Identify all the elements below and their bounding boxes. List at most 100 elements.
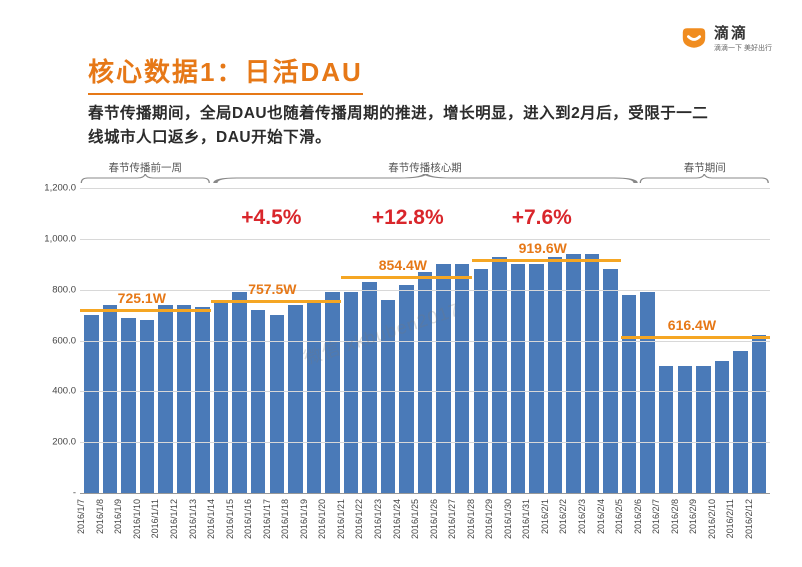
x-tick-label: 2016/2/2	[558, 499, 568, 534]
avg-line	[80, 309, 211, 312]
bar	[270, 315, 284, 493]
y-tick-label: -	[38, 488, 76, 499]
brand-tagline: 滴滴一下 美好出行	[714, 43, 772, 53]
y-tick-label: 600.0	[38, 335, 76, 346]
bar	[214, 302, 228, 493]
bar	[288, 305, 302, 493]
bar	[399, 285, 413, 493]
x-tick-label: 2016/1/20	[317, 499, 327, 539]
dau-chart: 2016/1/7 2016/1/8 2016/1/9 2016/1/10 2016/1/…	[38, 158, 774, 552]
y-tick-label: 800.0	[38, 284, 76, 295]
x-tick-label: 2016/1/24	[392, 499, 402, 539]
avg-label: 919.6W	[519, 240, 567, 256]
didi-icon	[680, 24, 708, 52]
brand-logo: 滴滴 滴滴一下 美好出行	[680, 22, 772, 53]
x-tick-label: 2016/2/7	[651, 499, 661, 534]
x-tick-label: 2016/1/13	[188, 499, 198, 539]
x-tick-label: 2016/1/17	[262, 499, 272, 539]
bar	[103, 305, 117, 493]
x-tick-label: 2016/1/7	[76, 499, 86, 534]
x-tick-label: 2016/1/9	[113, 499, 123, 534]
y-tick-label: 1,200.0	[38, 183, 76, 194]
x-tick-label: 2016/1/18	[280, 499, 290, 539]
avg-line	[211, 300, 342, 303]
page-subtitle: 春节传播期间，全局DAU也随着传播周期的推进，增长明显，进入到2月后，受限于一二…	[88, 102, 714, 150]
x-tick-label: 2016/2/5	[614, 499, 624, 534]
bar	[455, 264, 469, 493]
x-tick-label: 2016/2/11	[725, 499, 735, 538]
bar	[121, 318, 135, 493]
x-tick-label: 2016/2/3	[577, 499, 587, 534]
x-tick-label: 2016/1/15	[225, 499, 235, 539]
x-tick-label: 2016/1/26	[429, 499, 439, 539]
x-tick-label: 2016/1/31	[521, 499, 531, 539]
x-tick-label: 2016/1/28	[466, 499, 476, 539]
avg-line	[621, 336, 770, 339]
bar	[418, 272, 432, 493]
bar	[492, 257, 506, 493]
avg-line	[341, 276, 472, 279]
x-tick-label: 2016/1/29	[484, 499, 494, 539]
bar	[362, 282, 376, 493]
period-brace	[211, 174, 640, 184]
y-tick-label: 400.0	[38, 386, 76, 397]
avg-label: 616.4W	[668, 317, 716, 333]
bar	[381, 300, 395, 493]
bar	[436, 264, 450, 493]
x-tick-label: 2016/1/22	[354, 499, 364, 539]
bar	[195, 307, 209, 493]
bar	[696, 366, 710, 493]
x-tick-label: 2016/1/16	[243, 499, 253, 539]
x-tick-label: 2016/1/14	[206, 499, 216, 539]
x-tick-label: 2016/2/12	[744, 499, 754, 539]
bar	[752, 335, 766, 493]
x-tick-label: 2016/1/30	[503, 499, 513, 539]
period-label: 春节传播核心期	[388, 160, 462, 175]
pct-change-label: +7.6%	[512, 206, 572, 230]
brand-name: 滴滴	[714, 22, 772, 43]
x-tick-label: 2016/1/10	[132, 499, 142, 539]
bar	[232, 292, 246, 493]
x-tick-label: 2016/1/21	[336, 499, 346, 539]
bar	[733, 351, 747, 493]
bar	[622, 295, 636, 493]
bar	[84, 315, 98, 493]
bar	[140, 320, 154, 493]
bar	[177, 305, 191, 493]
pct-change-label: +4.5%	[241, 206, 301, 230]
x-tick-label: 2016/1/11	[150, 499, 160, 538]
bar	[715, 361, 729, 493]
avg-line	[472, 259, 621, 262]
bar	[325, 292, 339, 493]
bar	[529, 264, 543, 493]
bar	[603, 269, 617, 493]
y-tick-label: 200.0	[38, 437, 76, 448]
period-brace	[80, 174, 211, 184]
period-label: 春节期间	[684, 160, 726, 175]
bar	[659, 366, 673, 493]
x-tick-label: 2016/2/1	[540, 499, 550, 534]
pct-change-label: +12.8%	[372, 206, 444, 230]
bar	[307, 302, 321, 493]
period-label: 春节传播前一周	[109, 160, 183, 175]
avg-label: 757.5W	[248, 281, 296, 297]
x-tick-label: 2016/1/19	[299, 499, 309, 539]
x-tick-label: 2016/2/9	[688, 499, 698, 534]
y-tick-label: 1,000.0	[38, 233, 76, 244]
page-title: 核心数据1：日活DAU	[88, 52, 363, 95]
x-tick-label: 2016/1/27	[447, 499, 457, 539]
period-brace	[639, 174, 770, 184]
avg-label: 725.1W	[118, 290, 166, 306]
bar	[474, 269, 488, 493]
bar	[640, 292, 654, 493]
x-tick-label: 2016/1/25	[410, 499, 420, 539]
plot-area: 2016/1/72016/1/82016/1/92016/1/102016/1/…	[80, 188, 770, 494]
bar	[344, 292, 358, 493]
bar	[251, 310, 265, 493]
bar	[548, 257, 562, 493]
x-tick-label: 2016/2/4	[596, 499, 606, 534]
x-tick-label: 2016/2/10	[707, 499, 717, 539]
bar	[158, 305, 172, 493]
x-tick-label: 2016/2/8	[670, 499, 680, 534]
x-tick-label: 2016/1/8	[95, 499, 105, 534]
